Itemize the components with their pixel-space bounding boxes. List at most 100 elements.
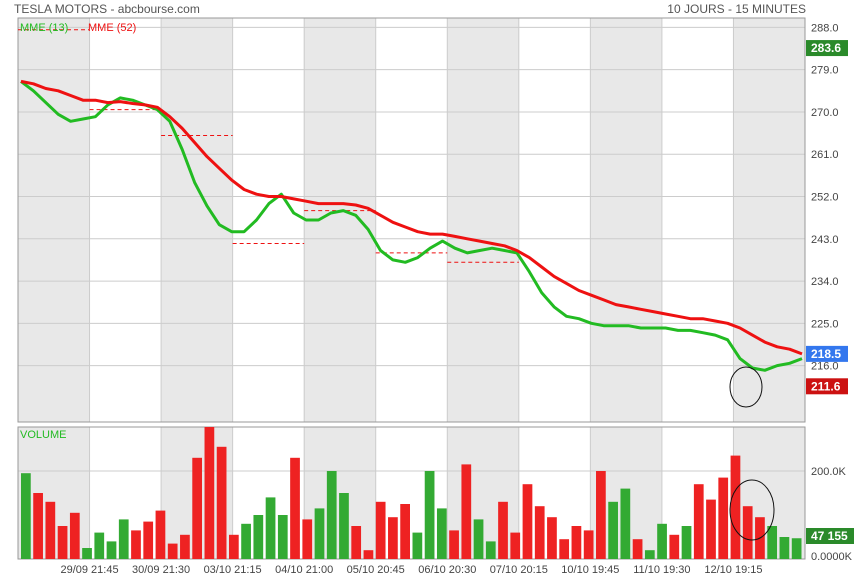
volume-bar [779, 537, 790, 559]
volume-bar [791, 538, 802, 559]
low-price-tag [806, 378, 848, 395]
price-pane-frame [17, 17, 806, 423]
ema52-line [20, 79, 803, 356]
x-tick-label: 12/10 19:15 [704, 564, 762, 576]
volume-bar [436, 508, 447, 559]
volume-bar [424, 471, 435, 559]
volume-bar [94, 532, 105, 559]
volume-bar [277, 515, 288, 559]
volume-bar [449, 530, 459, 559]
legend-ema52: MME (52) [88, 22, 136, 34]
y-tick-label: 261.0 [811, 149, 839, 161]
volume-bar [106, 541, 117, 559]
volume-bar [461, 464, 472, 559]
chart-title: TESLA MOTORS - abcbourse.com [14, 2, 200, 16]
ema52-price-tag [806, 345, 848, 362]
day-shade [590, 18, 662, 422]
volume-bar [265, 497, 276, 559]
volume-bar [693, 484, 704, 559]
volume-bar [730, 455, 741, 559]
volume-bar [33, 493, 43, 559]
volume-bar [228, 534, 239, 559]
x-tick-label: 05/10 20:45 [347, 564, 405, 576]
volume-bar [510, 532, 521, 559]
volume-label: VOLUME [20, 429, 66, 441]
volume-bar [547, 517, 557, 559]
volume-bar [718, 477, 729, 559]
y-tick-label: 288.0 [811, 22, 839, 34]
volume-bar [314, 508, 325, 559]
x-tick-label: 11/10 19:30 [633, 564, 690, 576]
volume-bar [706, 499, 716, 559]
volume-bar [118, 519, 129, 559]
volume-bar [412, 532, 423, 559]
x-tick-label: 10/10 19:45 [561, 564, 619, 576]
volume-bar [204, 427, 215, 559]
legend-ema13: MME (13) [20, 22, 68, 34]
volume-bar [485, 541, 496, 559]
y-tick-label: 252.0 [811, 192, 839, 204]
x-tick-label: 06/10 20:30 [418, 564, 476, 576]
volume-bar [363, 550, 374, 559]
x-tick-label: 03/10 21:15 [204, 564, 262, 576]
low-price-tag-text: 211.6 [811, 379, 841, 393]
x-tick-label: 07/10 20:15 [490, 564, 548, 576]
volume-bar [583, 530, 594, 559]
volume-bar [375, 501, 386, 559]
volume-bar [216, 446, 227, 559]
day-shade [18, 18, 90, 422]
day-shade [447, 18, 519, 422]
last-price-tag-text: 283.6 [811, 41, 841, 55]
annotation-circle [729, 366, 763, 408]
volume-bar [57, 526, 68, 559]
ema52-price-tag-text: 218.5 [811, 347, 841, 361]
y-tick-label: 270.0 [811, 107, 839, 119]
chart-period: 10 JOURS - 15 MINUTES [667, 2, 806, 16]
y-tick-label: 279.0 [811, 65, 839, 77]
y-tick-label: 225.0 [811, 318, 839, 330]
volume-bar [742, 506, 753, 559]
volume-tick-label: 0.0000K [811, 551, 853, 563]
volume-bar [400, 504, 410, 559]
day-shade [733, 18, 805, 422]
day-shade [161, 18, 233, 422]
volume-bar [326, 471, 337, 559]
volume-bar [644, 550, 655, 559]
volume-bar [302, 519, 313, 559]
volume-bar [559, 539, 570, 559]
volume-bar [498, 501, 508, 559]
annotation-circle [729, 479, 775, 541]
volume-bar [45, 501, 56, 559]
volume-bar [473, 519, 484, 559]
volume-bar [669, 534, 680, 559]
volume-bar [69, 512, 80, 559]
volume-bar [82, 548, 92, 559]
volume-bar [143, 521, 154, 559]
volume-pane-frame [17, 426, 806, 560]
volume-bar [608, 501, 618, 559]
volume-bar [657, 523, 667, 559]
volume-tag-text: 47 155 [811, 529, 848, 543]
x-tick-label: 29/09 21:45 [60, 564, 118, 576]
volume-bar [596, 471, 606, 559]
volume-bar [632, 539, 643, 559]
volume-bar [180, 534, 190, 559]
x-tick-label: 04/10 21:00 [275, 564, 333, 576]
volume-bar [534, 506, 545, 559]
volume-bar [388, 517, 398, 559]
ema13-line [20, 80, 803, 372]
volume-bar [681, 526, 692, 559]
volume-bar [620, 488, 631, 559]
last-price-tag [806, 40, 848, 57]
volume-bar [571, 526, 582, 559]
x-tick-label: 30/09 21:30 [132, 564, 190, 576]
y-tick-label: 234.0 [811, 276, 839, 288]
volume-bar [522, 484, 533, 559]
volume-bar [241, 523, 251, 559]
volume-bar [155, 510, 166, 559]
volume-bar [131, 530, 141, 559]
volume-bar [192, 457, 203, 559]
volume-bar [351, 526, 362, 559]
volume-bar [339, 493, 349, 559]
